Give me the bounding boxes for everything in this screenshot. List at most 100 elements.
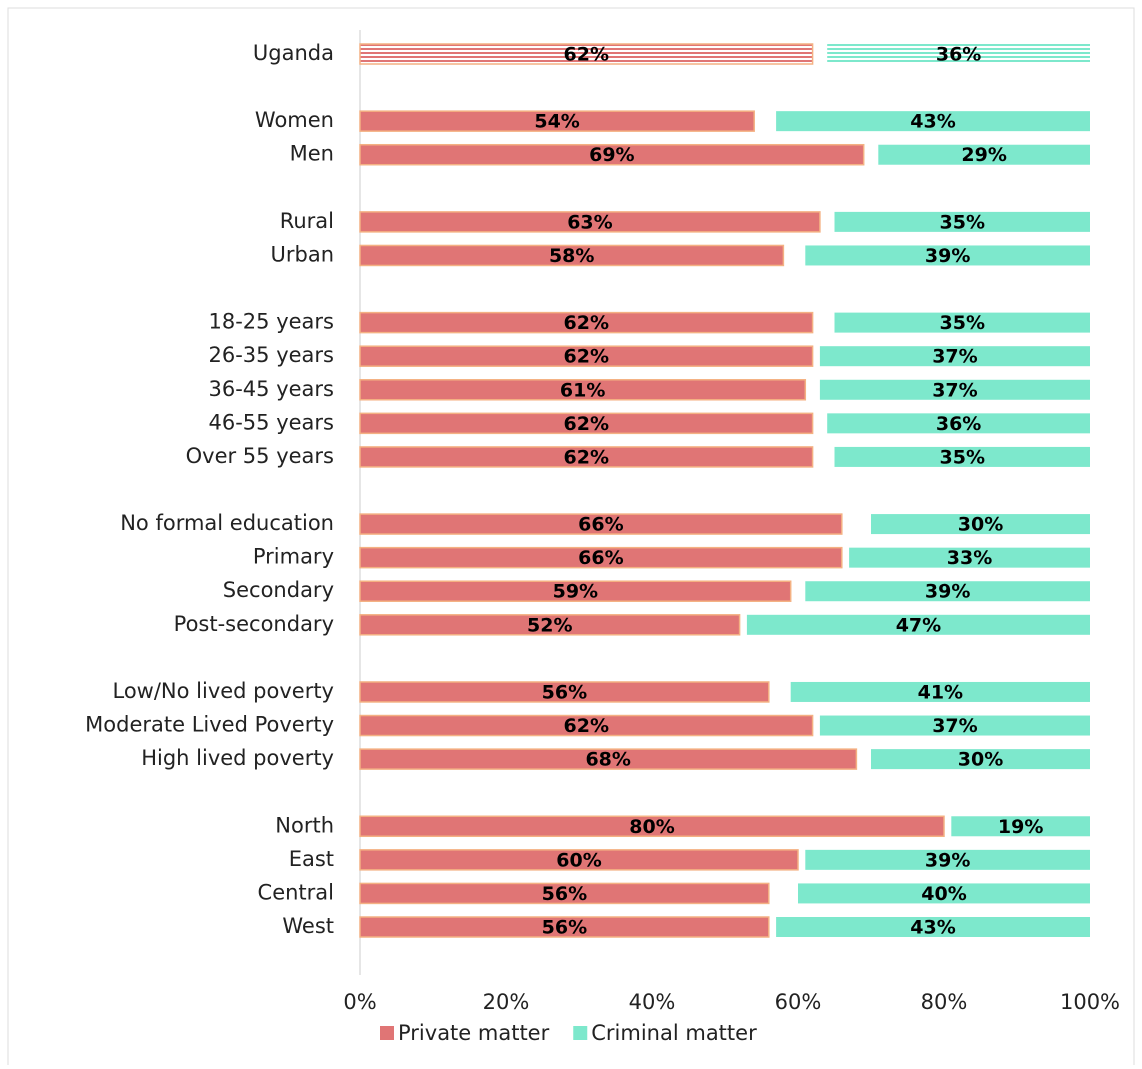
category-label: East xyxy=(289,847,334,871)
category-label: Women xyxy=(255,108,334,132)
bar xyxy=(819,715,1090,736)
value-label: 62% xyxy=(564,413,609,435)
bar xyxy=(834,211,1090,232)
value-label: 56% xyxy=(542,883,587,905)
category-label: 26-35 years xyxy=(209,343,335,367)
value-label: 41% xyxy=(918,681,963,703)
value-label: 62% xyxy=(564,346,609,368)
bar xyxy=(359,546,843,569)
value-label: 33% xyxy=(947,547,992,569)
bar xyxy=(819,346,1090,367)
category-label: 46-55 years xyxy=(209,410,335,434)
category-label: Uganda xyxy=(253,41,334,65)
value-label: 39% xyxy=(925,581,970,603)
category-label: Secondary xyxy=(223,578,334,602)
category-label: Urban xyxy=(270,242,334,266)
bar xyxy=(798,883,1090,904)
bar xyxy=(834,312,1090,333)
category-label: High lived poverty xyxy=(141,746,334,770)
bar xyxy=(871,749,1090,770)
value-label: 37% xyxy=(932,715,977,737)
bar xyxy=(776,111,1090,132)
x-tick-label: 40% xyxy=(629,990,676,1014)
value-label: 62% xyxy=(564,312,609,334)
legend-label: Private matter xyxy=(398,1021,550,1045)
value-label: 60% xyxy=(556,849,601,871)
value-label: 56% xyxy=(542,917,587,939)
bar xyxy=(359,379,807,401)
value-label: 52% xyxy=(527,614,572,636)
bar xyxy=(819,379,1090,400)
value-label: 80% xyxy=(629,816,674,838)
value-label: 62% xyxy=(564,44,609,66)
value-label: 30% xyxy=(958,514,1003,536)
bar xyxy=(359,513,843,535)
value-label: 63% xyxy=(567,211,612,233)
category-label: Moderate Lived Poverty xyxy=(85,713,334,737)
bar xyxy=(827,413,1090,434)
bar xyxy=(359,211,821,233)
bar xyxy=(359,311,814,334)
value-label: 30% xyxy=(958,749,1003,771)
category-label: No formal education xyxy=(120,511,334,535)
value-label: 62% xyxy=(564,446,609,468)
bar xyxy=(359,614,741,636)
bar xyxy=(359,849,799,871)
value-label: 35% xyxy=(940,446,985,468)
bar xyxy=(359,345,814,367)
category-label: West xyxy=(282,914,334,938)
value-label: 36% xyxy=(936,44,981,66)
value-label: 43% xyxy=(910,111,955,133)
value-label: 59% xyxy=(553,581,598,603)
value-label: 66% xyxy=(578,514,623,536)
x-tick-label: 80% xyxy=(921,990,968,1014)
category-label: North xyxy=(275,813,334,837)
bar xyxy=(359,681,770,703)
bar xyxy=(790,681,1090,702)
value-label: 29% xyxy=(961,144,1006,166)
bar xyxy=(359,882,770,905)
value-label: 54% xyxy=(534,111,579,133)
category-label: Rural xyxy=(280,209,334,233)
category-label: Men xyxy=(290,142,334,166)
x-tick-label: 20% xyxy=(483,990,530,1014)
bar xyxy=(746,614,1090,635)
bar xyxy=(359,714,814,737)
x-tick-label: 100% xyxy=(1060,990,1120,1014)
bar xyxy=(359,916,770,938)
value-label: 35% xyxy=(940,312,985,334)
value-label: 62% xyxy=(564,715,609,737)
x-tick-label: 0% xyxy=(343,990,376,1014)
category-label: Central xyxy=(258,880,334,904)
bar xyxy=(849,547,1090,568)
value-label: 36% xyxy=(936,413,981,435)
value-label: 58% xyxy=(549,245,594,267)
value-label: 68% xyxy=(585,749,630,771)
bar xyxy=(359,412,814,435)
value-label: 19% xyxy=(998,816,1043,838)
x-tick-label: 60% xyxy=(775,990,822,1014)
value-label: 40% xyxy=(921,883,966,905)
legend-swatch xyxy=(380,1026,394,1040)
bar xyxy=(805,849,1090,870)
value-label: 69% xyxy=(589,144,634,166)
bar xyxy=(805,581,1090,602)
value-label: 37% xyxy=(932,346,977,368)
value-label: 56% xyxy=(542,681,587,703)
bar xyxy=(805,245,1090,266)
category-label: Primary xyxy=(253,545,334,569)
bar xyxy=(359,446,814,468)
legend-label: Criminal matter xyxy=(591,1021,757,1045)
value-label: 37% xyxy=(932,379,977,401)
category-label: 36-45 years xyxy=(209,377,335,401)
value-label: 47% xyxy=(896,614,941,636)
bar xyxy=(776,917,1090,937)
category-label: Post-secondary xyxy=(174,612,334,636)
bar xyxy=(834,446,1090,467)
legend-swatch xyxy=(573,1026,588,1040)
bar xyxy=(827,44,1090,64)
value-label: 35% xyxy=(940,211,985,233)
bar xyxy=(359,43,814,65)
bar xyxy=(951,816,1090,837)
